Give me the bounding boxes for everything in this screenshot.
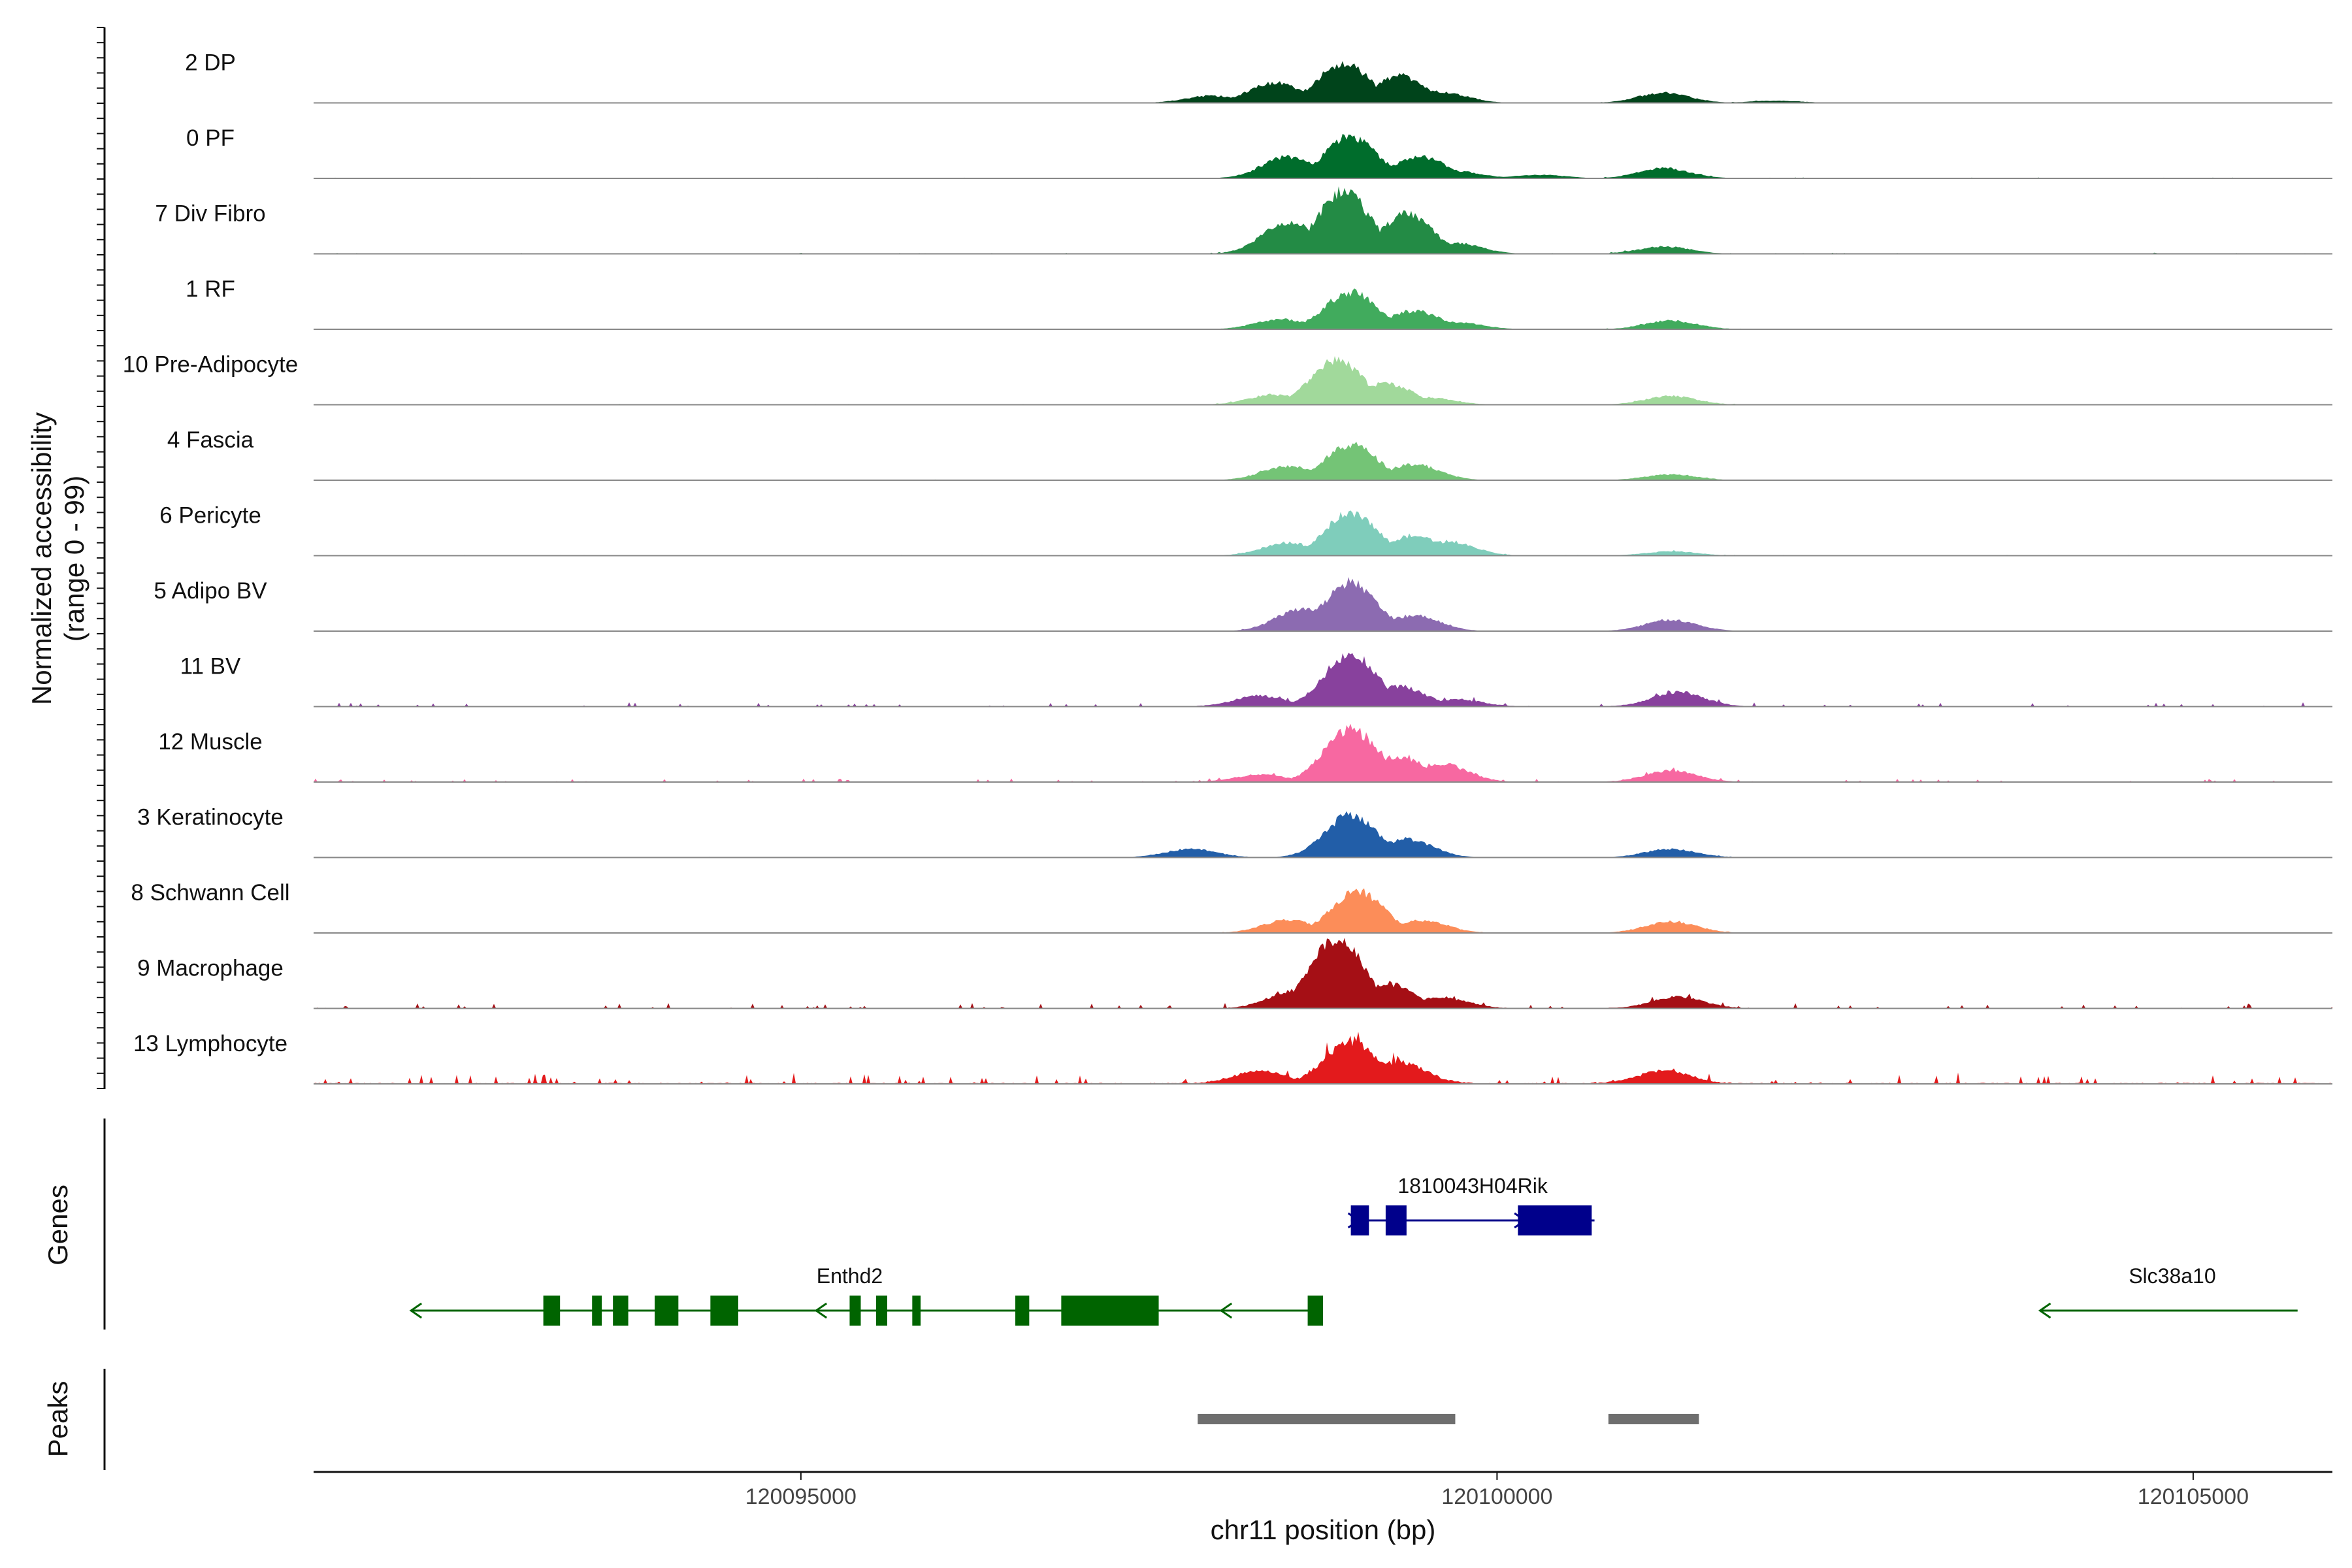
gene-2: Slc38a10 bbox=[2038, 1264, 2298, 1319]
track-label: 5 Adipo BV bbox=[154, 578, 267, 604]
track-9: 12 Muscle bbox=[158, 723, 2332, 783]
strand-arrow bbox=[1219, 1302, 1233, 1319]
track-label: 3 Keratinocyte bbox=[137, 805, 284, 830]
peak-region bbox=[1198, 1414, 1456, 1424]
coverage-area bbox=[314, 442, 2332, 480]
track-5: 4 Fascia bbox=[167, 427, 2332, 481]
track-label: 6 Pericyte bbox=[159, 503, 261, 529]
track-11: 8 Schwann Cell bbox=[131, 880, 2332, 934]
strand-arrow bbox=[2038, 1302, 2051, 1319]
track-label: 7 Div Fibro bbox=[155, 201, 265, 227]
gene-exon bbox=[1518, 1205, 1592, 1235]
gene-label: Enthd2 bbox=[817, 1264, 883, 1288]
x-tick-label: 120095000 bbox=[745, 1484, 857, 1509]
peak-region bbox=[1608, 1414, 1699, 1424]
gene-exon bbox=[1061, 1296, 1159, 1326]
x-tick-label: 120100000 bbox=[1441, 1484, 1552, 1509]
track-6: 6 Pericyte bbox=[159, 503, 2332, 557]
gene-label: 1810043H04Rik bbox=[1397, 1174, 1548, 1198]
coverage-tracks: 2 DP 0 PF 7 Div Fibro 1 RF 10 Pre-Adipocyte 4… bbox=[123, 50, 2332, 1085]
gene-exon bbox=[613, 1296, 629, 1326]
gene-exon bbox=[1307, 1296, 1323, 1326]
track-1: 0 PF bbox=[186, 125, 2332, 179]
coverage-area bbox=[314, 938, 2332, 1009]
gene-exon bbox=[1015, 1296, 1030, 1326]
peaks-panel: Peaks bbox=[42, 1369, 1699, 1470]
track-label: 9 Macrophage bbox=[137, 956, 284, 981]
y-axis: Normalized accessibility (range 0 - 99) bbox=[26, 27, 106, 1089]
track-8: 11 BV bbox=[180, 653, 2332, 708]
strand-arrow bbox=[814, 1302, 828, 1319]
track-13: 13 Lymphocyte bbox=[133, 1031, 2332, 1085]
track-label: 1 RF bbox=[186, 276, 235, 302]
coverage-area bbox=[314, 61, 2332, 103]
x-tick-label: 120105000 bbox=[2138, 1484, 2249, 1509]
y-axis-range: (range 0 - 99) bbox=[59, 476, 90, 642]
coverage-area bbox=[314, 811, 2332, 858]
gene-exon bbox=[710, 1296, 738, 1326]
track-3: 1 RF bbox=[186, 276, 2332, 330]
gene-exon bbox=[875, 1296, 887, 1326]
gene-label: Slc38a10 bbox=[2129, 1264, 2215, 1288]
track-label: 10 Pre-Adipocyte bbox=[123, 352, 298, 378]
gene-exon bbox=[1385, 1205, 1407, 1235]
track-label: 0 PF bbox=[186, 125, 235, 151]
strand-arrow bbox=[1347, 1212, 1361, 1229]
y-axis-title: Normalized accessibility bbox=[26, 412, 57, 705]
track-label: 12 Muscle bbox=[158, 729, 263, 755]
gene-exon bbox=[592, 1296, 602, 1326]
strand-arrow bbox=[1514, 1212, 1527, 1229]
track-label: 13 Lymphocyte bbox=[133, 1031, 287, 1056]
coverage-area bbox=[314, 653, 2332, 707]
track-2: 7 Div Fibro bbox=[155, 186, 2332, 255]
x-axis: 120095000 120100000 120105000 chr11 positio… bbox=[314, 1471, 2332, 1545]
track-10: 3 Keratinocyte bbox=[137, 805, 2332, 858]
track-4: 10 Pre-Adipocyte bbox=[123, 352, 2332, 406]
track-label: 4 Fascia bbox=[167, 427, 254, 453]
x-axis-title: chr11 position (bp) bbox=[1211, 1514, 1436, 1545]
coverage-area bbox=[314, 1032, 2332, 1084]
gene-0: 1810043H04Rik bbox=[1347, 1174, 1595, 1235]
coverage-area bbox=[314, 186, 2332, 254]
gene-exon bbox=[655, 1296, 679, 1326]
coverage-area bbox=[314, 723, 2332, 782]
coverage-area bbox=[314, 888, 2332, 933]
track-label: 11 BV bbox=[180, 654, 241, 679]
genes-panel-title: Genes bbox=[42, 1184, 73, 1266]
gene-exon bbox=[543, 1296, 561, 1326]
coverage-area bbox=[314, 510, 2332, 556]
coverage-area bbox=[314, 288, 2332, 329]
coverage-area bbox=[314, 577, 2332, 631]
peaks-panel-title: Peaks bbox=[42, 1381, 73, 1458]
track-12: 9 Macrophage bbox=[137, 938, 2332, 1009]
track-7: 5 Adipo BV bbox=[154, 577, 2332, 632]
gene-exon bbox=[912, 1296, 921, 1326]
genes-panel: Genes 1810043H04Rik Enthd2 Slc38a10 bbox=[42, 1119, 2298, 1330]
strand-arrow bbox=[409, 1302, 423, 1319]
gene-1: Enthd2 bbox=[409, 1264, 1323, 1326]
coverage-area bbox=[314, 355, 2332, 405]
coverage-area bbox=[314, 133, 2332, 178]
track-0: 2 DP bbox=[185, 50, 2332, 104]
gene-exon bbox=[849, 1296, 861, 1326]
track-label: 8 Schwann Cell bbox=[131, 880, 289, 906]
track-label: 2 DP bbox=[185, 50, 236, 76]
